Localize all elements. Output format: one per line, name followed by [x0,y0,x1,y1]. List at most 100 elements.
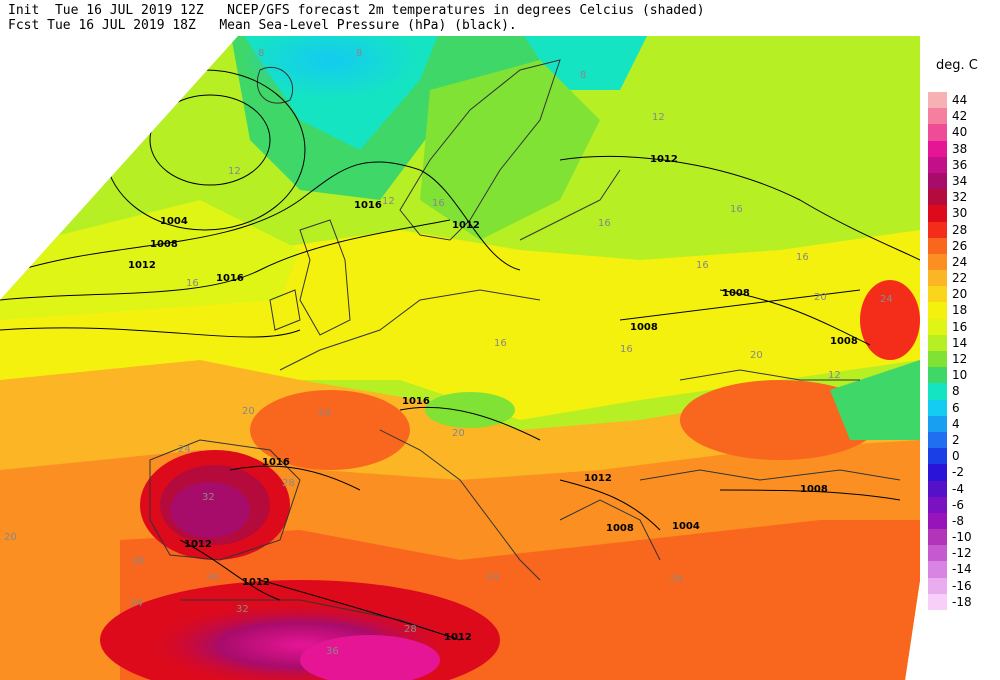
color-legend: 44 42 40 38 36 34 32 30 28 26 24 22 20 18 16 14 12 10 8 6 4 2… [928,92,998,610]
legend-swatch [928,529,947,546]
legend-item: 18 [928,302,998,319]
legend-label: 0 [952,449,960,464]
pressure-label: 1012 [584,473,612,484]
temp-label: 16 [620,344,633,355]
legend-item: 38 [928,140,998,157]
legend-item: -8 [928,512,998,530]
legend-label: 2 [952,432,960,447]
pressure-label: 1004 [672,521,700,532]
temp-label: 8 [258,48,264,59]
legend-label: -6 [952,497,964,512]
temperature-labels: 8 8 8 12 12 12 12 16 16 16 16 16 16 16 1… [4,48,893,657]
legend-item: 0 [928,448,998,465]
pressure-label: 1008 [150,239,178,250]
legend-swatch [928,577,947,594]
legend-item: 2 [928,431,998,449]
legend-item: 34 [928,172,998,190]
pressure-labels: 1004 1008 1012 1016 1016 1012 1016 1016 … [128,154,858,643]
legend-label: 20 [952,287,968,302]
legend-swatch [928,448,947,465]
temp-label: 20 [132,556,145,567]
legend-label: 28 [952,222,968,237]
legend-label: 14 [952,335,968,350]
pressure-label: 1016 [402,396,430,407]
legend-label: 24 [952,254,968,269]
legend-label: 4 [952,416,960,431]
pressure-label: 1012 [444,632,472,643]
legend-item: 44 [928,92,998,109]
legend-label: -10 [952,530,972,545]
legend-item: 12 [928,351,998,368]
legend-label: 10 [952,368,968,383]
temperature-field [0,36,920,680]
temp-label: 24 [318,408,331,419]
legend-item: 24 [928,253,998,271]
legend-item: 40 [928,124,998,141]
legend-swatch [928,512,947,530]
temp-label: 20 [750,350,763,361]
temp-label: 28 [404,624,417,635]
legend-swatch [928,431,947,449]
legend-swatch [928,237,947,254]
pressure-label: 1008 [800,484,828,495]
legend-item: 14 [928,334,998,351]
legend-swatch [928,334,947,351]
isobars [0,69,920,641]
legend-swatch [928,92,947,109]
legend-item: 16 [928,318,998,335]
legend-swatch [928,221,947,238]
legend-label: 32 [952,190,968,205]
legend-item: 6 [928,399,998,416]
pressure-label: 1004 [160,216,188,227]
legend-item: -14 [928,561,998,578]
legend-swatch [928,302,947,319]
legend-swatch [928,367,947,384]
legend-label: 6 [952,400,960,415]
pressure-label: 1008 [630,322,658,333]
temp-label: 24 [178,444,191,455]
legend-item: -6 [928,496,998,513]
legend-label: -18 [952,594,972,609]
legend-item: 10 [928,367,998,384]
temp-label: 24 [670,574,683,585]
legend-title: deg. C [936,58,978,73]
pressure-label: 1016 [262,457,290,468]
legend-item: -18 [928,593,998,610]
legend-swatch [928,318,947,335]
legend-item: -2 [928,464,998,481]
legend-item: 36 [928,156,998,173]
legend-swatch [928,496,947,513]
legend-label: 18 [952,303,968,318]
legend-swatch [928,415,947,432]
pressure-label: 1012 [242,577,270,588]
legend-item: 30 [928,205,998,222]
temperature-pressure-map: 8 8 8 12 12 12 12 16 16 16 16 16 16 16 1… [0,36,920,680]
pressure-label: 1008 [606,523,634,534]
temp-label: 36 [326,646,339,657]
legend-label: -2 [952,465,964,480]
legend-item: 22 [928,270,998,287]
legend-label: 36 [952,157,968,172]
legend-label: 30 [952,206,968,221]
legend-swatch [928,172,947,190]
legend-label: -12 [952,546,972,561]
temp-label: 20 [814,292,827,303]
temp-label: 32 [236,604,249,615]
legend-label: 16 [952,319,968,334]
legend-item: -12 [928,545,998,562]
temp-label: 28 [282,478,295,489]
temp-label: 24 [880,294,893,305]
pressure-label: 1012 [452,220,480,231]
temp-label: 20 [242,406,255,417]
temp-label: 16 [796,252,809,263]
legend-swatch [928,351,947,368]
legend-label: 42 [952,109,968,124]
pressure-label: 1012 [650,154,678,165]
legend-item: 28 [928,221,998,238]
temp-label: 16 [696,260,709,271]
legend-swatch [928,286,947,303]
legend-label: 44 [952,93,968,107]
legend-swatch [928,124,947,141]
legend-item: 26 [928,237,998,254]
temp-label: 24 [206,572,219,583]
